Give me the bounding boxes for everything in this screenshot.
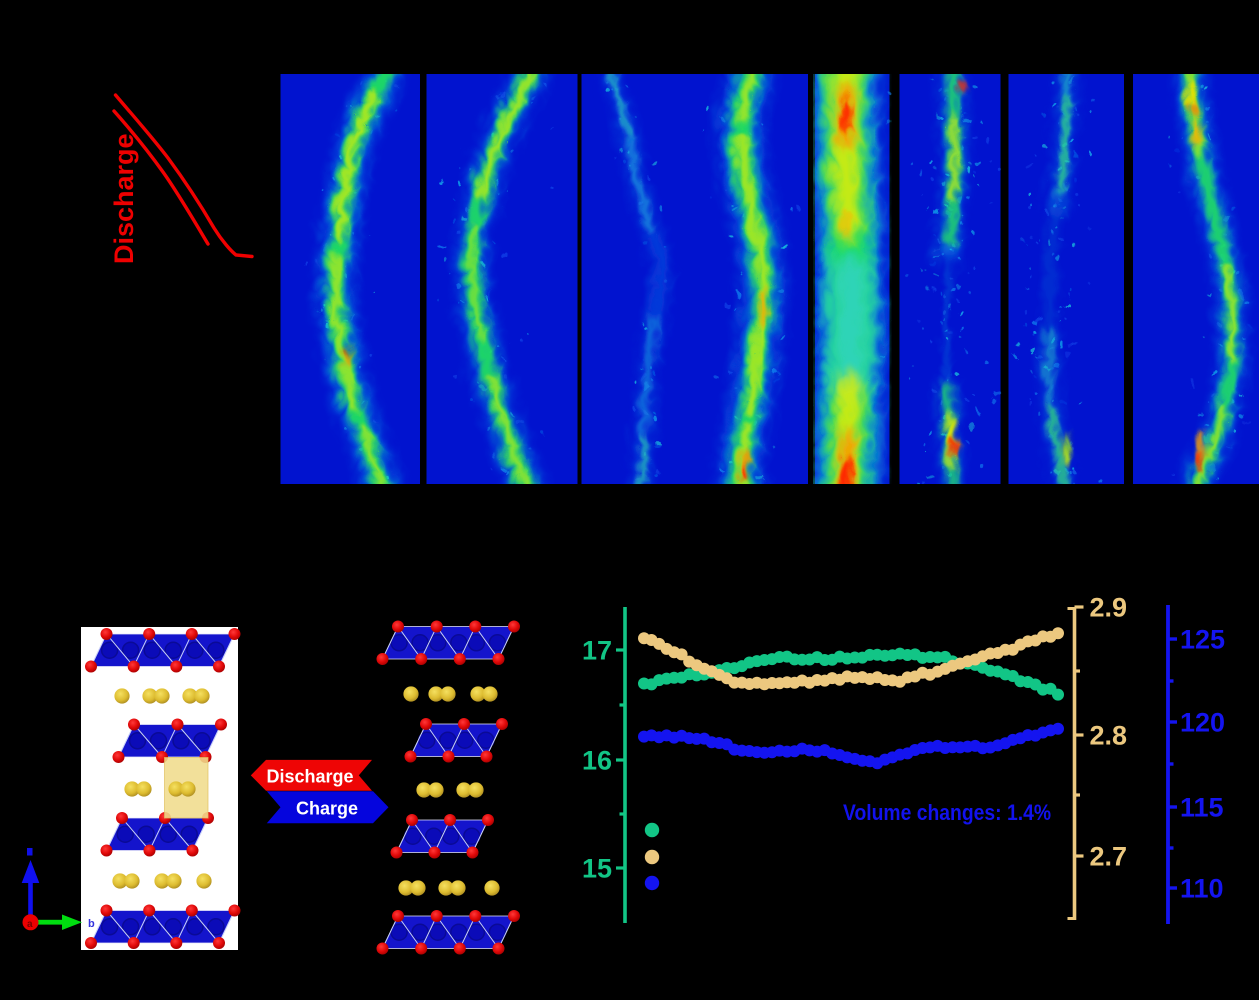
svg-text:110: 110: [1180, 874, 1224, 904]
svg-text:125: 125: [1180, 625, 1225, 655]
svg-text:16: 16: [582, 746, 612, 776]
svg-text:Discharge: Discharge: [266, 766, 353, 786]
svg-text:Volume changes: 1.4%: Volume changes: 1.4%: [843, 800, 1051, 825]
svg-text:2.8: 2.8: [1090, 721, 1128, 751]
svg-text:120: 120: [1180, 708, 1225, 738]
svg-text:a: a: [27, 919, 33, 930]
svg-text:17: 17: [582, 636, 612, 666]
svg-text:2.7: 2.7: [1090, 842, 1128, 872]
svg-text:b: b: [88, 918, 95, 930]
svg-text:2.9: 2.9: [1090, 593, 1128, 623]
svg-text:Charge: Charge: [296, 798, 358, 818]
svg-text:Discharge: Discharge: [109, 133, 139, 264]
svg-text:15: 15: [582, 854, 612, 884]
svg-text:115: 115: [1180, 793, 1224, 823]
